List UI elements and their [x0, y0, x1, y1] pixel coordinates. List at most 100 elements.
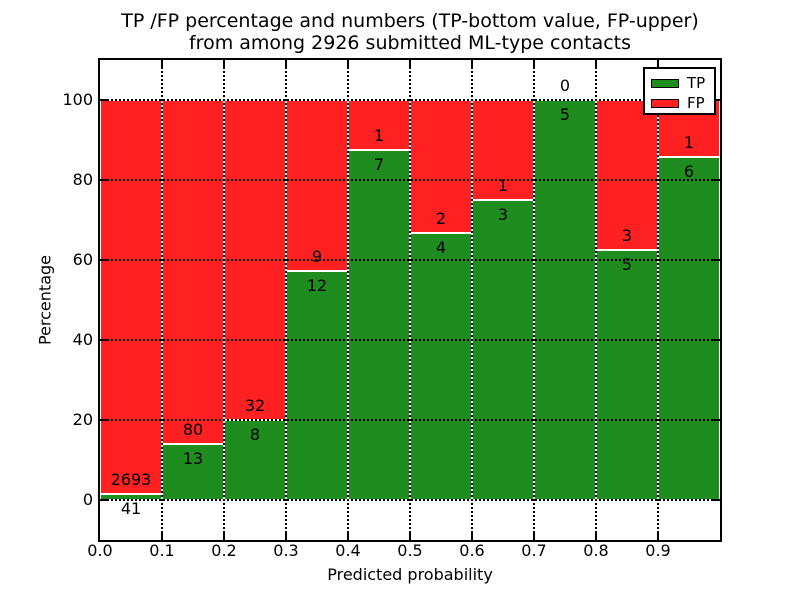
bar-label-tp: 5: [559, 105, 571, 124]
x-tick-label: 0.2: [211, 541, 237, 560]
x-tick-mark-bottom: [409, 533, 411, 540]
y-axis-label: Percentage: [35, 254, 55, 346]
x-tick-label: 0.8: [583, 541, 609, 560]
y-tick-mark-left: [100, 499, 107, 501]
v-gridline: [409, 60, 411, 540]
x-tick-label: 0.1: [149, 541, 175, 560]
y-tick-label: 60: [72, 250, 93, 269]
x-tick-mark-top: [595, 60, 597, 67]
v-gridline: [285, 60, 287, 540]
bar-segment-tp: [658, 157, 720, 500]
y-tick-label: 40: [72, 330, 93, 349]
v-gridline: [595, 60, 597, 540]
x-tick-mark-top: [223, 60, 225, 67]
bar-label-tp: 12: [306, 276, 328, 296]
bar-segment-tp: [286, 271, 348, 500]
bar-label-tp: 5: [621, 255, 633, 274]
x-tick-mark-top: [471, 60, 473, 67]
y-tick-mark-left: [100, 419, 107, 421]
chart-title: TP /FP percentage and numbers (TP-bottom…: [100, 10, 720, 54]
bar-segment-fp: [100, 100, 162, 494]
legend-row-tp: TP: [651, 74, 708, 92]
legend-row-fp: FP: [651, 94, 708, 112]
bar-label-fp: 0: [559, 76, 571, 95]
bar-label-tp: 7: [373, 155, 385, 174]
bar-label-fp: 2: [435, 209, 447, 229]
legend-swatch-fp-icon: [651, 98, 679, 108]
bar-label-fp: 2693: [110, 470, 152, 489]
bar-label-tp: 4: [435, 238, 447, 258]
y-tick-mark-left: [100, 179, 107, 181]
plot-area: 2693 41 80 13 32 8 9 12 1 7 2 4 1 3 0 5 3 5 1 6 TP FP: [98, 58, 722, 542]
v-gridline: [533, 60, 535, 540]
bar-label-fp: 3: [621, 226, 633, 245]
bar-label-tp: 41: [120, 499, 142, 518]
y-tick-mark-left: [100, 259, 107, 261]
bar-segment-tp: [534, 100, 596, 500]
bar-label-fp: 32: [244, 396, 266, 415]
x-tick-mark-bottom: [533, 533, 535, 540]
bar-label-tp: 6: [683, 162, 695, 182]
bar-label-fp: 9: [311, 247, 323, 267]
y-tick-mark-left: [100, 339, 107, 341]
bar-label-tp: 3: [497, 205, 509, 224]
legend-label-tp: TP: [687, 74, 706, 92]
y-tick-label: 100: [62, 90, 93, 109]
x-tick-mark-top: [657, 60, 659, 67]
legend-swatch-tp-icon: [651, 78, 679, 88]
bar-segment-fp: [410, 100, 472, 234]
v-gridline: [657, 60, 659, 540]
x-tick-label: 0.7: [521, 541, 547, 560]
y-tick-mark-right: [713, 259, 720, 261]
bar-segment-tp: [348, 150, 410, 500]
x-tick-mark-top: [161, 60, 163, 67]
bar-label-tp: 13: [182, 449, 204, 469]
x-tick-mark-bottom: [161, 533, 163, 540]
y-tick-mark-left: [100, 99, 107, 101]
bar-label-fp: 1: [497, 176, 509, 195]
chart-title-line2: from among 2926 submitted ML-type contac…: [188, 32, 632, 54]
v-gridline: [471, 60, 473, 540]
bar-segment-fp: [286, 100, 348, 272]
x-tick-mark-bottom: [595, 533, 597, 540]
x-tick-label: 0.0: [87, 541, 113, 560]
bar-label-fp: 1: [373, 126, 385, 145]
y-tick-mark-right: [713, 339, 720, 341]
bar-segment-tp: [596, 250, 658, 500]
x-tick-mark-top: [409, 60, 411, 67]
bar-label-fp: 80: [182, 420, 204, 440]
x-tick-mark-bottom: [471, 533, 473, 540]
bar-segment-tp: [410, 233, 472, 500]
x-tick-mark-top: [285, 60, 287, 67]
y-tick-mark-right: [713, 419, 720, 421]
bar-segment-fp: [472, 100, 534, 200]
chart-title-line1: TP /FP percentage and numbers (TP-bottom…: [121, 10, 699, 32]
x-tick-mark-bottom: [347, 533, 349, 540]
y-tick-mark-right: [713, 499, 720, 501]
x-tick-mark-top: [347, 60, 349, 67]
x-tick-label: 0.6: [459, 541, 485, 560]
x-tick-mark-bottom: [657, 533, 659, 540]
bar-label-fp: 1: [683, 133, 695, 153]
x-tick-label: 0.5: [397, 541, 423, 560]
v-gridline: [223, 60, 225, 540]
v-gridline: [161, 60, 163, 540]
y-tick-label: 80: [72, 170, 93, 189]
bar-label-tp: 8: [249, 425, 261, 444]
legend-label-fp: FP: [687, 94, 705, 112]
x-tick-mark-bottom: [285, 533, 287, 540]
x-tick-label: 0.4: [335, 541, 361, 560]
legend: TP FP: [643, 67, 716, 115]
x-tick-label: 0.9: [645, 541, 671, 560]
y-tick-mark-right: [713, 179, 720, 181]
x-tick-mark-bottom: [223, 533, 225, 540]
x-tick-label: 0.3: [273, 541, 299, 560]
bar-segment-tp: [472, 200, 534, 500]
v-gridline: [347, 60, 349, 540]
x-axis-label: Predicted probability: [327, 565, 493, 584]
y-tick-label: 0: [82, 490, 93, 509]
bar-segment-fp: [162, 100, 224, 445]
y-tick-label: 20: [72, 410, 93, 429]
x-tick-mark-top: [533, 60, 535, 67]
